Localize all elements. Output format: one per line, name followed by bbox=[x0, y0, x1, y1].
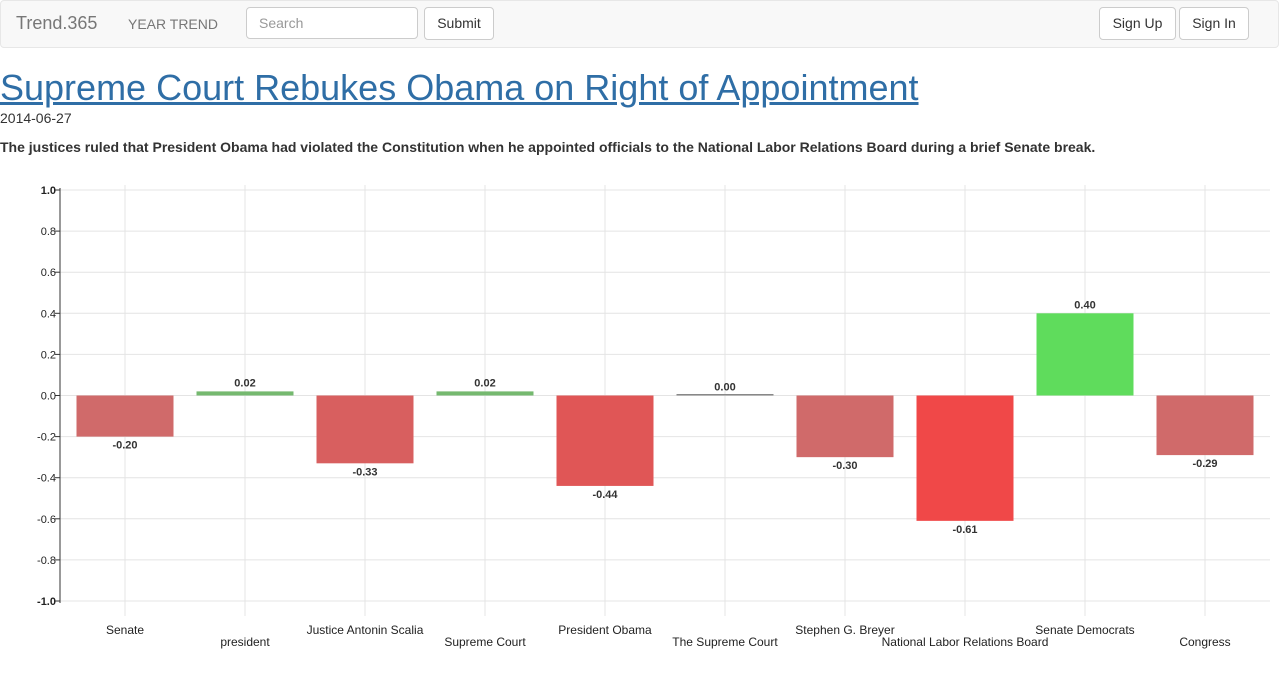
y-tick-label: -1.0 bbox=[37, 596, 56, 608]
year-trend-link[interactable]: YEAR TREND bbox=[128, 16, 218, 32]
bar-value-label: -0.30 bbox=[832, 460, 857, 472]
bar bbox=[916, 395, 1014, 521]
navbar: Trend.365 YEAR TREND Submit Sign Up Sign… bbox=[0, 0, 1279, 48]
bar-value-label: 0.40 bbox=[1074, 299, 1095, 311]
brand-link[interactable]: Trend.365 bbox=[16, 13, 98, 33]
bar-value-label: 0.00 bbox=[714, 382, 735, 394]
search-input[interactable] bbox=[246, 7, 418, 39]
article-summary: The justices ruled that President Obama … bbox=[0, 139, 1096, 155]
y-tick-label: 0.4 bbox=[41, 308, 56, 320]
x-category-label: Stephen G. Breyer bbox=[795, 623, 894, 637]
bar-value-label: -0.33 bbox=[352, 466, 377, 478]
article-date: 2014-06-27 bbox=[0, 110, 72, 126]
y-tick-label: 0.0 bbox=[41, 391, 56, 403]
y-tick-label: 1.0 bbox=[41, 185, 56, 197]
bar-value-label: -0.20 bbox=[112, 440, 137, 452]
bar-value-label: -0.29 bbox=[1192, 458, 1217, 470]
bar-value-label: -0.61 bbox=[952, 524, 977, 536]
y-tick-label: 0.8 bbox=[41, 226, 56, 238]
bar-value-label: 0.02 bbox=[474, 377, 495, 389]
x-category-label: Senate bbox=[106, 623, 144, 637]
bar bbox=[196, 391, 294, 396]
bar bbox=[556, 395, 654, 486]
x-category-label: Senate Democrats bbox=[1035, 623, 1134, 637]
bar bbox=[796, 395, 894, 458]
bar-value-label: -0.44 bbox=[592, 489, 618, 501]
bar bbox=[76, 395, 174, 437]
y-tick-label: -0.2 bbox=[37, 432, 56, 444]
y-tick-label: -0.4 bbox=[37, 473, 56, 485]
x-category-label: Supreme Court bbox=[444, 635, 526, 649]
x-category-label: Justice Antonin Scalia bbox=[307, 623, 424, 637]
x-category-label: National Labor Relations Board bbox=[882, 635, 1049, 649]
y-tick-label: 0.2 bbox=[41, 349, 56, 361]
x-category-label: President Obama bbox=[558, 623, 652, 637]
bar bbox=[436, 391, 534, 396]
sentiment-bar-chart: 1.0 0.8 0.6 0.4 0.2 0.0 -0.2 -0.4 -0.6 -0.8 -1.0 -0… bbox=[37, 185, 1270, 649]
x-category-label: Congress bbox=[1179, 635, 1230, 649]
submit-button[interactable]: Submit bbox=[424, 7, 494, 40]
bar bbox=[316, 395, 414, 464]
article-title[interactable]: Supreme Court Rebukes Obama on Right of … bbox=[0, 67, 919, 108]
bar bbox=[676, 394, 774, 396]
bar-value-label: 0.02 bbox=[234, 377, 255, 389]
y-tick-label: -0.8 bbox=[37, 555, 56, 567]
bar bbox=[1156, 395, 1254, 456]
y-tick-label: -0.6 bbox=[37, 514, 56, 526]
y-tick-label: 0.6 bbox=[41, 267, 56, 279]
sign-up-button[interactable]: Sign Up bbox=[1099, 7, 1176, 40]
x-category-label: president bbox=[220, 635, 270, 649]
x-category-label: The Supreme Court bbox=[672, 635, 778, 649]
bar bbox=[1036, 313, 1134, 396]
sign-in-button[interactable]: Sign In bbox=[1179, 7, 1249, 40]
